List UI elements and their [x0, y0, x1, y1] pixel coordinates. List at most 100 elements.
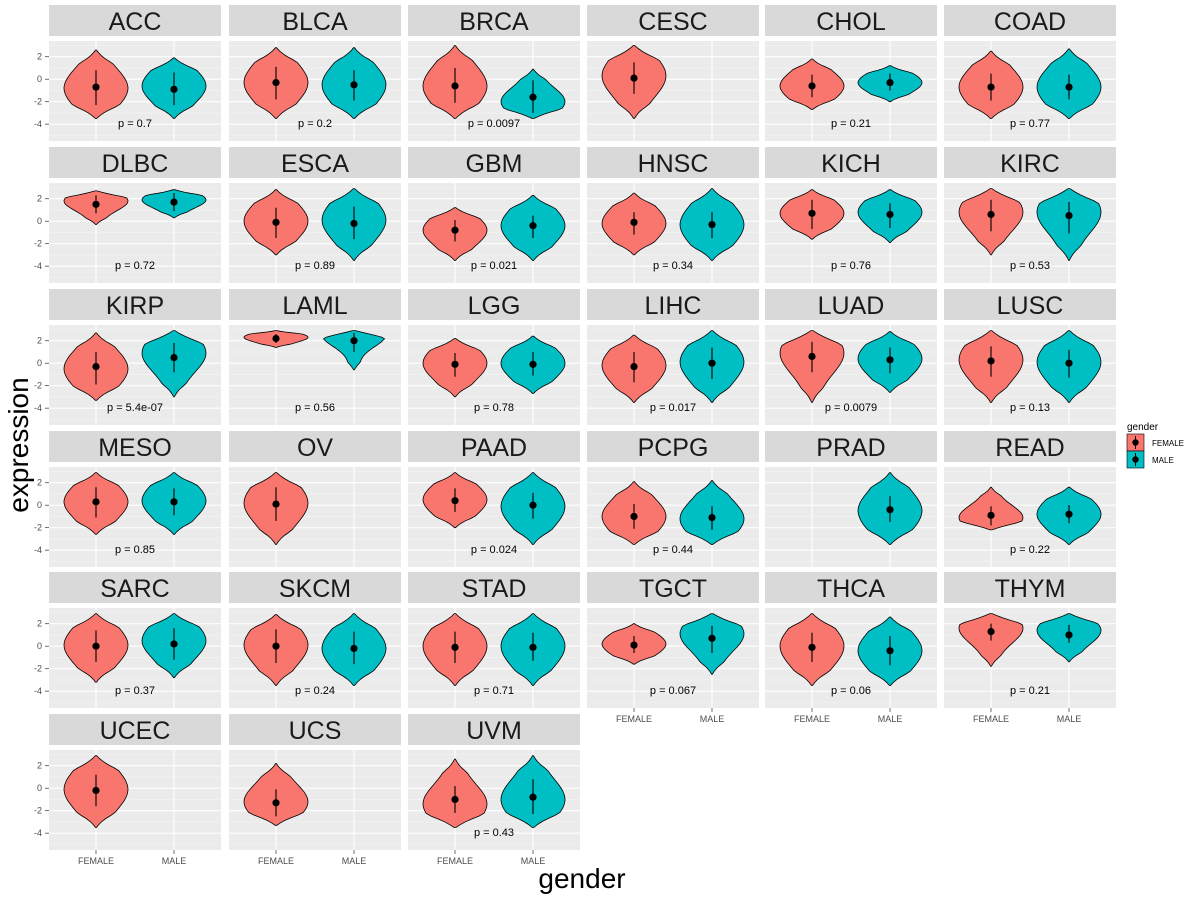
- mean-point-female: [987, 210, 995, 219]
- strip-chol: [765, 5, 937, 36]
- strip-tgct: [587, 572, 759, 603]
- panel-laml: LAML p = 0.56: [229, 289, 401, 425]
- mean-point-female: [92, 83, 100, 91]
- strip-laml: [229, 289, 401, 320]
- strip-cesc: [587, 5, 759, 36]
- strip-label: TGCT: [639, 575, 707, 603]
- y-tick-label: 0: [37, 74, 42, 84]
- panel-lgg: LGG p = 0.78: [408, 289, 580, 425]
- strip-label: DLBC: [102, 150, 169, 178]
- p-value-label: p = 0.21: [1010, 685, 1050, 697]
- y-tick-label: -4: [34, 828, 42, 838]
- mean-point-female: [451, 643, 459, 651]
- mean-point-female: [272, 78, 280, 87]
- panel-lihc: LIHC p = 0.017: [587, 289, 759, 425]
- mean-point-male: [350, 644, 358, 653]
- panel-meso: MESO p = 0.85 2 0 -2 -4: [34, 431, 221, 567]
- p-value-label: p = 0.72: [115, 260, 155, 272]
- y-tick-label: -4: [34, 119, 42, 129]
- mean-point-male: [170, 498, 178, 506]
- p-value-label: p = 0.0079: [825, 402, 877, 414]
- panel-uvm: UVM p = 0.43 FEMALE MALE: [408, 714, 580, 866]
- panel-stad: STAD p = 0.71: [408, 572, 580, 708]
- strip-paad: [408, 431, 580, 462]
- p-value-label: p = 0.13: [1010, 402, 1050, 414]
- x-tick-label: FEMALE: [973, 714, 1009, 724]
- mean-point-female: [451, 82, 459, 90]
- strip-label: PCPG: [638, 434, 709, 462]
- mean-point-male: [170, 85, 178, 93]
- x-tick-label: FEMALE: [616, 714, 652, 724]
- y-tick-label: -2: [34, 381, 42, 391]
- strip-thca: [765, 572, 937, 603]
- mean-point-male: [529, 793, 537, 801]
- mean-point-female: [92, 498, 100, 506]
- strip-hnsc: [587, 147, 759, 178]
- strip-label: MESO: [98, 434, 172, 462]
- y-tick-label: -2: [34, 806, 42, 816]
- strip-thym: [944, 572, 1116, 603]
- strip-read: [944, 431, 1116, 462]
- mean-point-male: [170, 640, 178, 648]
- panel-hnsc: HNSC p = 0.34: [587, 147, 759, 283]
- panel-dlbc: DLBC p = 0.72 2 0 -2 -4: [34, 147, 221, 283]
- mean-point-male: [708, 513, 716, 522]
- strip-label: LUSC: [997, 292, 1064, 320]
- strip-label: LIHC: [645, 292, 702, 320]
- mean-point-male: [708, 359, 716, 367]
- strip-meso: [49, 431, 221, 462]
- p-value-label: p = 0.06: [831, 685, 871, 697]
- strip-luad: [765, 289, 937, 320]
- strip-ucs: [229, 714, 401, 745]
- panel-acc: ACC p = 0.7 2 0 -2 -4: [34, 5, 221, 141]
- p-value-label: p = 0.43: [474, 827, 514, 839]
- strip-label: HNSC: [638, 150, 709, 178]
- strip-label: UVM: [466, 717, 522, 745]
- p-value-label: p = 0.24: [295, 685, 335, 697]
- strip-prad: [765, 431, 937, 462]
- legend-label-male: MALE: [1152, 456, 1174, 465]
- p-value-label: p = 0.71: [474, 685, 514, 697]
- y-tick-label: 2: [37, 761, 42, 771]
- y-tick-label: 2: [37, 52, 42, 62]
- y-tick-label: -2: [34, 97, 42, 107]
- mean-point-female: [808, 209, 816, 217]
- strip-label: KICH: [821, 150, 881, 178]
- p-value-label: p = 0.22: [1010, 544, 1050, 556]
- mean-point-female: [808, 643, 816, 651]
- strip-lihc: [587, 289, 759, 320]
- mean-point-female: [92, 642, 100, 650]
- strip-label: COAD: [994, 8, 1066, 36]
- x-tick-label: MALE: [878, 714, 903, 724]
- p-value-label: p = 0.067: [650, 685, 696, 697]
- x-tick-label: MALE: [521, 856, 546, 866]
- mean-point-female: [808, 352, 816, 361]
- panel-gbm: GBM p = 0.021: [408, 147, 580, 283]
- strip-ov: [229, 431, 401, 462]
- mean-point-male: [886, 78, 894, 87]
- legend-key-female: [1126, 433, 1145, 452]
- p-value-label: p = 0.78: [474, 402, 514, 414]
- legend-point-male: [1132, 456, 1139, 463]
- mean-point-female: [630, 218, 638, 226]
- mean-point-female: [272, 642, 280, 650]
- y-tick-label: 0: [37, 500, 42, 510]
- p-value-label: p = 5.4e-07: [107, 402, 163, 414]
- strip-label: UCEC: [100, 717, 171, 745]
- mean-point-male: [1065, 211, 1073, 220]
- mean-point-male: [529, 501, 537, 509]
- p-value-label: p = 0.017: [650, 402, 696, 414]
- mean-point-male: [708, 634, 716, 642]
- y-tick-label: 2: [37, 478, 42, 488]
- panel-luad: LUAD p = 0.0079: [765, 289, 937, 425]
- p-value-label: p = 0.37: [115, 685, 155, 697]
- strip-lgg: [408, 289, 580, 320]
- panel-kirc: KIRC p = 0.53: [944, 147, 1116, 283]
- strip-blca: [229, 5, 401, 36]
- strip-label: GBM: [466, 150, 523, 178]
- panel-skcm: SKCM p = 0.24: [229, 572, 401, 708]
- x-axis-title: gender: [538, 863, 625, 894]
- y-tick-label: 0: [37, 216, 42, 226]
- panel-kich: KICH p = 0.76: [765, 147, 937, 283]
- strip-skcm: [229, 572, 401, 603]
